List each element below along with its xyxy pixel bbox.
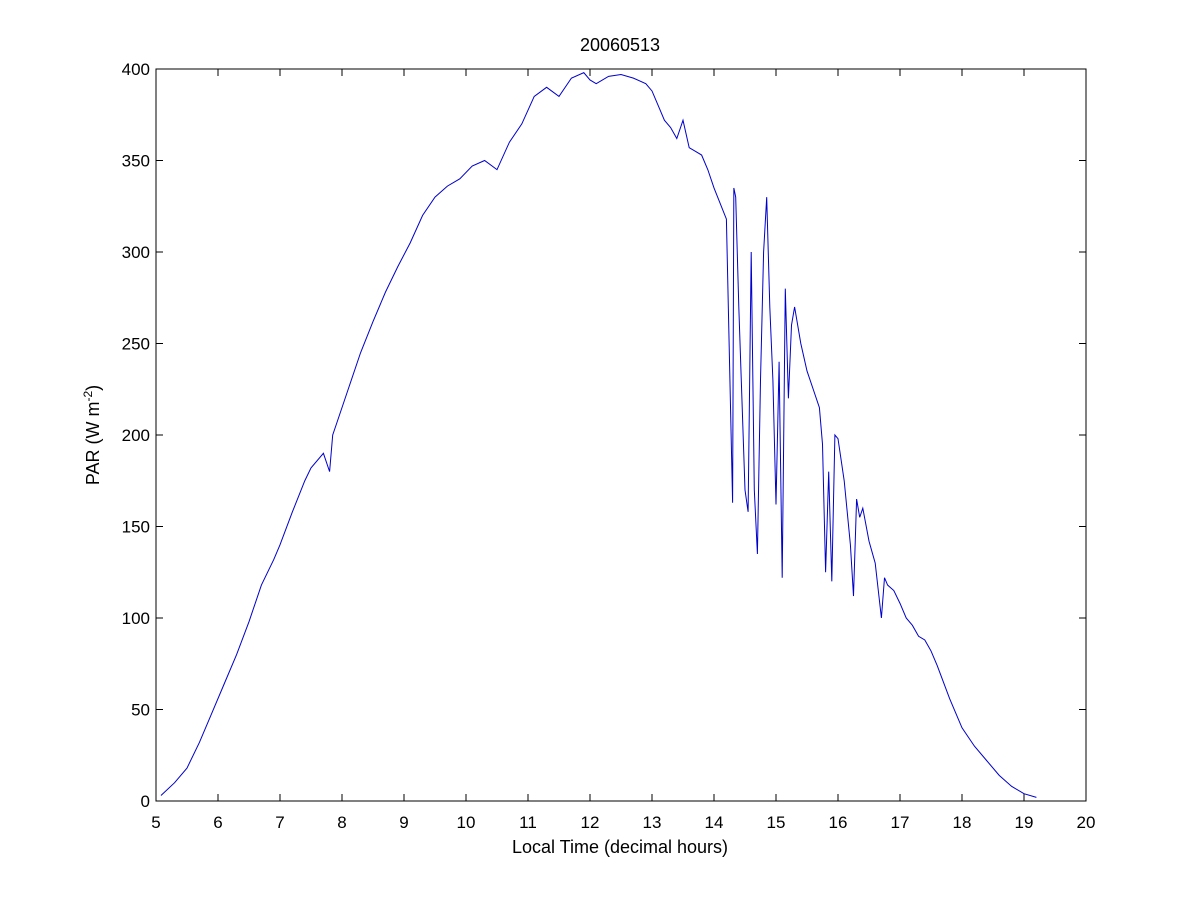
x-tick-label: 8 [337,813,346,832]
x-tick-label: 6 [213,813,222,832]
x-tick-label: 9 [399,813,408,832]
x-tick-label: 14 [705,813,724,832]
chart-title: 20060513 [580,35,660,55]
y-tick-label: 200 [122,426,150,445]
x-tick-label: 20 [1077,813,1096,832]
y-tick-label: 150 [122,518,150,537]
x-tick-label: 11 [519,813,537,832]
y-axis-label-prefix: PAR (W m [83,402,103,486]
x-axis-label: Local Time (decimal hours) [512,837,728,857]
x-tick-label: 18 [953,813,972,832]
x-tick-label: 7 [275,813,284,832]
y-tick-label: 50 [131,701,150,720]
x-tick-label: 5 [151,813,160,832]
y-tick-label: 250 [122,335,150,354]
axis-ticks [155,68,1087,802]
y-tick-label: 0 [141,792,150,811]
y-axis-label: PAR (W m-2) [81,385,103,485]
y-axis-tick-labels: 0 50 100 150 200 250 300 350 400 [122,60,150,811]
y-axis-label-suffix: ) [83,385,103,391]
y-tick-label: 400 [122,60,150,79]
y-axis-label-superscript: -2 [81,391,95,402]
y-tick-label: 300 [122,243,150,262]
x-tick-label: 13 [643,813,662,832]
x-tick-label: 12 [581,813,600,832]
x-tick-label: 17 [891,813,910,832]
x-axis-tick-labels: 5 6 7 8 9 10 11 12 13 14 15 16 17 18 19 20 [151,813,1095,832]
x-tick-label: 15 [767,813,786,832]
x-tick-label: 16 [829,813,848,832]
x-tick-label: 10 [457,813,476,832]
x-tick-label: 19 [1015,813,1034,832]
y-tick-label: 100 [122,609,150,628]
series-line [160,72,1037,798]
y-tick-label: 350 [122,152,150,171]
